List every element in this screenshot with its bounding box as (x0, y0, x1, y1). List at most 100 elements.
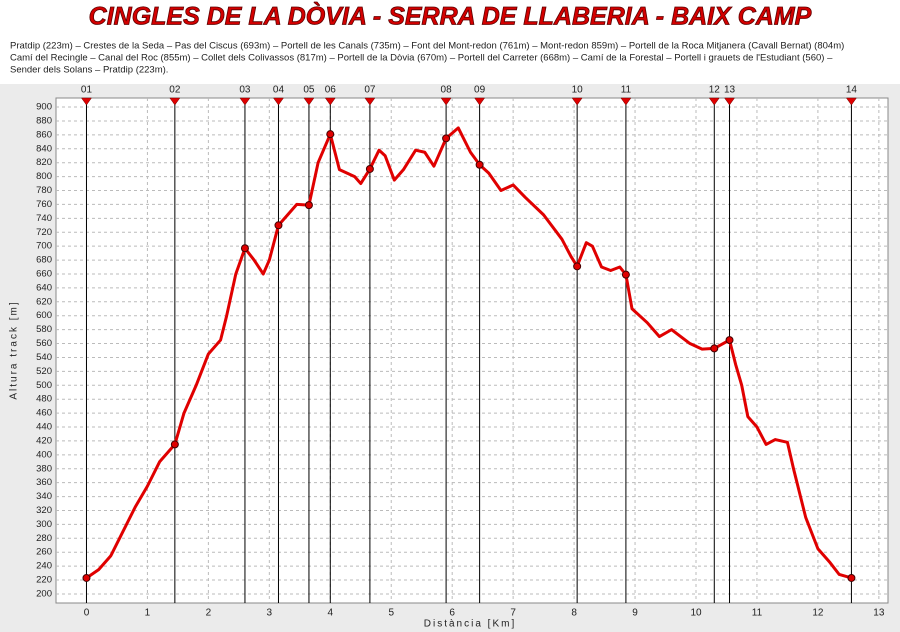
waypoint-marker (304, 201, 313, 210)
y-tick-label: 660 (36, 269, 52, 280)
y-tick-label: 700 (36, 241, 52, 252)
x-tick-label: 6 (449, 608, 455, 619)
waypoint-flag (620, 97, 632, 106)
waypoint-flag (169, 97, 181, 106)
y-tick-label: 500 (36, 380, 52, 391)
chart-title: CINGLES DE LA DÒVIA - SERRA DE LLABERIA … (89, 2, 812, 31)
y-tick-label: 820 (36, 157, 52, 168)
description: Camí del Recingle – Canal del Roc (855m)… (10, 53, 833, 64)
y-tick-label: 540 (36, 352, 52, 363)
y-tick-label: 280 (36, 533, 52, 544)
y-tick-label: 880 (36, 115, 52, 126)
y-tick-label: 600 (36, 310, 52, 321)
waypoint-marker (442, 134, 451, 143)
waypoint-flag (303, 97, 315, 106)
y-tick-label: 460 (36, 408, 52, 419)
x-tick-label: 12 (812, 608, 824, 619)
waypoint-flag (708, 97, 720, 106)
waypoint-flag (440, 97, 452, 106)
waypoint-label: 07 (364, 85, 376, 96)
y-tick-label: 800 (36, 171, 52, 182)
y-tick-label: 760 (36, 199, 52, 210)
waypoint-label: 06 (325, 85, 337, 96)
waypoint-label: 04 (273, 85, 285, 96)
waypoint-marker (847, 573, 856, 582)
waypoint-label: 10 (572, 85, 584, 96)
waypoint-marker (621, 270, 630, 279)
waypoint-label: 12 (709, 85, 721, 96)
y-tick-label: 200 (36, 588, 52, 599)
waypoint-label: 01 (81, 85, 93, 96)
x-tick-label: 0 (84, 608, 90, 619)
y-tick-label: 640 (36, 282, 52, 293)
y-tick-label: 620 (36, 296, 52, 307)
waypoint-flag (324, 97, 336, 106)
waypoint-flag (571, 97, 583, 106)
y-tick-label: 380 (36, 463, 52, 474)
waypoint-marker (240, 244, 249, 253)
y-tick-label: 740 (36, 213, 52, 224)
elevation-track (85, 126, 852, 580)
y-tick-label: 780 (36, 185, 52, 196)
waypoint-marker (274, 221, 283, 230)
y-tick-label: 420 (36, 435, 52, 446)
y-tick-label: 340 (36, 491, 52, 502)
waypoint-flag (364, 97, 376, 106)
waypoint-flag (272, 97, 284, 106)
description: Sender dels Solans – Pratdip (223m). (10, 65, 168, 76)
waypoint-marker (573, 262, 582, 271)
y-tick-label: 580 (36, 324, 52, 335)
waypoint-flag (474, 97, 486, 106)
x-tick-label: 9 (632, 608, 638, 619)
x-tick-label: 3 (267, 608, 273, 619)
y-tick-label: 260 (36, 547, 52, 558)
waypoint-marker (365, 164, 374, 173)
y-tick-label: 520 (36, 366, 52, 377)
y-tick-label: 240 (36, 561, 52, 572)
y-axis-label: Altura track [m] (9, 300, 20, 399)
waypoint-marker (710, 344, 719, 353)
y-tick-label: 860 (36, 129, 52, 140)
y-tick-label: 360 (36, 477, 52, 488)
waypoint-label: 14 (846, 85, 858, 96)
y-tick-label: 320 (36, 505, 52, 516)
x-tick-label: 10 (690, 608, 702, 619)
waypoint-label: 09 (474, 85, 486, 96)
waypoint-label: 02 (169, 85, 181, 96)
y-tick-label: 680 (36, 255, 52, 266)
waypoint-marker (725, 336, 734, 345)
waypoint-flag (845, 97, 857, 106)
y-tick-label: 400 (36, 449, 52, 460)
x-axis-label: Distància [Km] (424, 619, 516, 630)
y-tick-label: 300 (36, 519, 52, 530)
y-tick-label: 900 (36, 102, 52, 113)
waypoint-marker (170, 440, 179, 449)
y-tick-label: 220 (36, 575, 52, 586)
waypoint-label: 13 (724, 85, 736, 96)
waypoint-label: 03 (239, 85, 251, 96)
y-tick-label: 440 (36, 422, 52, 433)
x-tick-label: 4 (328, 608, 334, 619)
x-tick-label: 13 (873, 608, 885, 619)
x-tick-label: 5 (388, 608, 394, 619)
waypoint-marker (82, 573, 91, 582)
x-tick-label: 7 (510, 608, 516, 619)
y-tick-label: 840 (36, 143, 52, 154)
waypoint-marker (326, 130, 335, 139)
waypoint-flag (80, 97, 92, 106)
x-tick-label: 2 (206, 608, 212, 619)
x-tick-label: 1 (145, 608, 151, 619)
waypoint-flag (724, 97, 736, 106)
y-tick-label: 720 (36, 227, 52, 238)
plot-area (55, 97, 889, 604)
waypoint-label: 11 (621, 85, 632, 96)
x-tick-label: 8 (571, 608, 577, 619)
y-tick-label: 480 (36, 394, 52, 405)
waypoint-label: 05 (303, 85, 315, 96)
waypoint-label: 08 (441, 85, 453, 96)
waypoint-marker (475, 160, 484, 169)
y-tick-label: 560 (36, 338, 52, 349)
x-tick-label: 11 (752, 608, 763, 619)
description: Pratdip (223m) – Crestes de la Seda – Pa… (10, 41, 844, 52)
